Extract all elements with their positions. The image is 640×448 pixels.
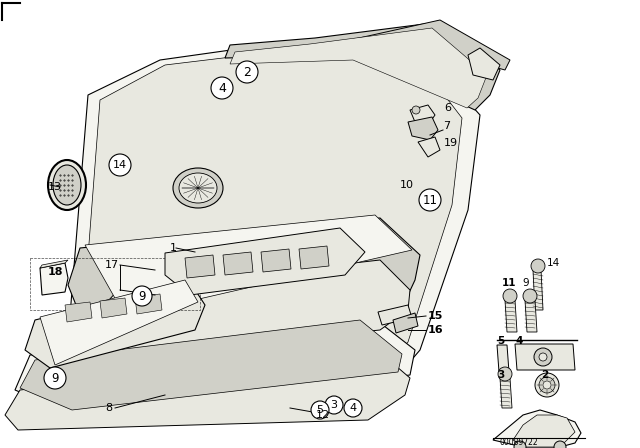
Circle shape <box>514 441 526 448</box>
Polygon shape <box>65 302 92 322</box>
Polygon shape <box>468 48 500 80</box>
Polygon shape <box>497 345 509 372</box>
Circle shape <box>554 441 566 448</box>
Ellipse shape <box>48 160 86 210</box>
Circle shape <box>132 286 152 306</box>
Circle shape <box>531 259 545 273</box>
Polygon shape <box>223 252 253 275</box>
Circle shape <box>44 367 66 389</box>
Text: 5: 5 <box>497 336 504 346</box>
Text: 7: 7 <box>443 121 450 131</box>
Text: 9: 9 <box>138 289 146 302</box>
Polygon shape <box>40 260 68 268</box>
Text: 00089722: 00089722 <box>500 438 539 447</box>
Polygon shape <box>525 300 537 332</box>
Ellipse shape <box>179 173 217 203</box>
Circle shape <box>419 189 441 211</box>
Circle shape <box>543 381 551 389</box>
Polygon shape <box>261 249 291 272</box>
Circle shape <box>534 348 552 366</box>
Polygon shape <box>410 105 435 125</box>
Polygon shape <box>418 137 440 157</box>
Polygon shape <box>408 117 438 140</box>
Text: 13: 13 <box>48 182 62 192</box>
Polygon shape <box>82 48 462 392</box>
Polygon shape <box>40 280 198 365</box>
Polygon shape <box>493 410 581 447</box>
Circle shape <box>503 289 517 303</box>
Polygon shape <box>68 42 480 400</box>
Text: 11: 11 <box>502 278 516 288</box>
Polygon shape <box>505 300 517 332</box>
Circle shape <box>211 77 233 99</box>
Text: 3: 3 <box>497 370 504 380</box>
Polygon shape <box>533 270 543 310</box>
Polygon shape <box>100 298 127 318</box>
Polygon shape <box>135 294 162 314</box>
Polygon shape <box>85 215 412 316</box>
Circle shape <box>109 154 131 176</box>
Circle shape <box>344 399 362 417</box>
Polygon shape <box>100 260 410 355</box>
Ellipse shape <box>173 168 223 208</box>
Polygon shape <box>225 22 500 110</box>
Polygon shape <box>25 282 205 368</box>
Polygon shape <box>500 378 512 408</box>
Polygon shape <box>378 305 412 325</box>
Polygon shape <box>299 246 329 269</box>
Circle shape <box>498 367 512 381</box>
Text: 12: 12 <box>316 410 330 420</box>
Text: 6: 6 <box>444 103 451 113</box>
Text: 3: 3 <box>330 400 337 410</box>
Text: 15: 15 <box>428 311 444 321</box>
Text: 9: 9 <box>51 371 59 384</box>
Polygon shape <box>393 313 418 333</box>
Polygon shape <box>515 344 575 370</box>
Circle shape <box>535 373 559 397</box>
Polygon shape <box>513 415 575 447</box>
Text: 18: 18 <box>48 267 63 277</box>
Polygon shape <box>20 320 402 410</box>
Text: 19: 19 <box>444 138 458 148</box>
Polygon shape <box>348 20 510 70</box>
Text: 16: 16 <box>428 325 444 335</box>
Circle shape <box>523 289 537 303</box>
Polygon shape <box>5 348 410 430</box>
Circle shape <box>311 401 329 419</box>
Polygon shape <box>15 315 415 415</box>
Circle shape <box>236 61 258 83</box>
Text: 9: 9 <box>522 278 529 288</box>
Text: 4: 4 <box>218 82 226 95</box>
Polygon shape <box>185 255 215 278</box>
Text: 4: 4 <box>349 403 356 413</box>
Ellipse shape <box>53 165 81 205</box>
Text: 5: 5 <box>317 405 323 415</box>
Text: 4: 4 <box>515 336 522 346</box>
Text: 10: 10 <box>400 180 414 190</box>
Circle shape <box>412 106 420 114</box>
Polygon shape <box>68 218 420 320</box>
Text: 17: 17 <box>105 260 119 270</box>
Polygon shape <box>165 228 365 295</box>
Text: 14: 14 <box>113 160 127 170</box>
Circle shape <box>539 353 547 361</box>
Polygon shape <box>40 263 68 295</box>
Text: 1: 1 <box>170 243 177 253</box>
Text: 14: 14 <box>547 258 560 268</box>
Text: 8: 8 <box>105 403 112 413</box>
Circle shape <box>539 377 555 393</box>
Text: 11: 11 <box>422 194 438 207</box>
Circle shape <box>325 396 343 414</box>
Text: 2: 2 <box>541 370 548 380</box>
Polygon shape <box>230 28 487 108</box>
Text: 2: 2 <box>243 65 251 78</box>
